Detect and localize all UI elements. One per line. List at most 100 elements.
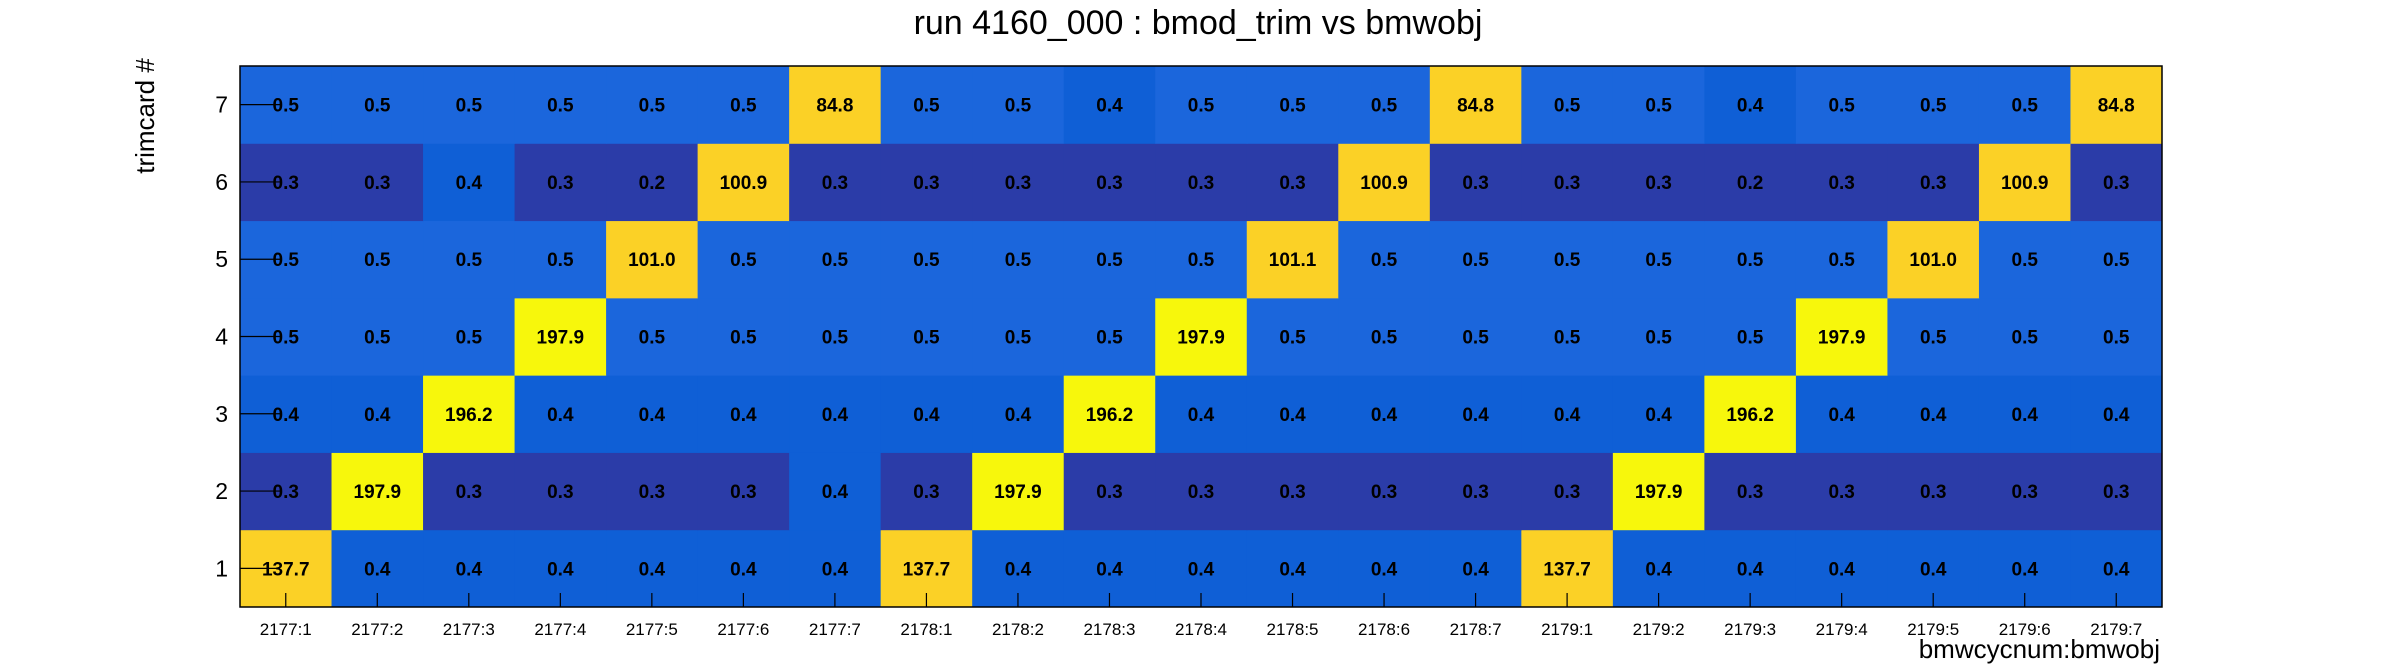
heatmap-cell bbox=[2070, 220, 2163, 299]
x-tick-label: 2177:5 bbox=[626, 620, 678, 639]
heatmap-cell bbox=[1795, 452, 1888, 531]
heatmap-cell bbox=[972, 66, 1065, 144]
heatmap-cell bbox=[1978, 143, 2071, 222]
x-tick-label: 2177:6 bbox=[717, 620, 769, 639]
cell-value-label: 0.4 bbox=[1828, 559, 1855, 580]
cell-value-label: 0.3 bbox=[273, 173, 299, 194]
cell-value-label: 137.7 bbox=[903, 559, 951, 580]
cell-value-label: 0.5 bbox=[1920, 328, 1947, 349]
cell-value-label: 0.2 bbox=[1737, 173, 1763, 194]
heatmap-cell bbox=[1155, 66, 1248, 144]
cell-value-label: 197.9 bbox=[1177, 328, 1225, 349]
x-tick-label: 2179:1 bbox=[1541, 620, 1593, 639]
heatmap-cell bbox=[972, 143, 1065, 222]
cell-value-label: 0.3 bbox=[1188, 173, 1214, 194]
heatmap-cell bbox=[1978, 220, 2071, 299]
heatmap-cell bbox=[1429, 66, 1522, 144]
heatmap-cell bbox=[1429, 143, 1522, 222]
cell-value-label: 0.3 bbox=[639, 482, 665, 503]
cell-value-label: 0.4 bbox=[1737, 96, 1764, 117]
x-tick-label: 2177:1 bbox=[260, 620, 312, 639]
cell-value-label: 0.3 bbox=[1920, 482, 1946, 503]
heatmap-cell bbox=[789, 375, 882, 453]
cell-value-label: 0.4 bbox=[1279, 559, 1306, 580]
heatmap-cell bbox=[1887, 66, 1980, 144]
cell-value-label: 0.5 bbox=[730, 96, 757, 117]
cell-value-label: 0.4 bbox=[1645, 405, 1672, 426]
cell-value-label: 137.7 bbox=[1543, 559, 1591, 580]
cell-value-label: 0.3 bbox=[1096, 482, 1122, 503]
heatmap-cell bbox=[2070, 66, 2163, 144]
x-tick-label: 2179:5 bbox=[1907, 620, 1959, 639]
cell-value-label: 0.4 bbox=[364, 405, 391, 426]
heatmap-cell bbox=[1246, 297, 1339, 376]
cell-value-label: 0.5 bbox=[1005, 250, 1032, 271]
x-axis-title: bmwcycnum:bmwobj bbox=[1919, 634, 2160, 664]
cell-value-label: 0.3 bbox=[1279, 173, 1305, 194]
cell-value-label: 0.4 bbox=[2103, 559, 2130, 580]
cell-value-label: 0.5 bbox=[1096, 250, 1123, 271]
cell-value-label: 0.4 bbox=[913, 405, 940, 426]
cell-value-label: 0.3 bbox=[1096, 173, 1122, 194]
axes: 2177:1 2177:2 2177:3 2177:4 2177:5 2177:6 2177… bbox=[215, 65, 2163, 639]
cell-value-label: 0.5 bbox=[2012, 96, 2039, 117]
x-tick-label: 2179:7 bbox=[2090, 620, 2142, 639]
heatmap-cell bbox=[514, 143, 607, 222]
x-tick-label: 2177:7 bbox=[809, 620, 861, 639]
cell-value-label: 0.4 bbox=[1005, 405, 1032, 426]
cell-value-label: 0.5 bbox=[364, 96, 391, 117]
heatmap-cell bbox=[697, 66, 790, 144]
heatmap-cell bbox=[1795, 66, 1888, 144]
x-tick-label: 2179:4 bbox=[1816, 620, 1868, 639]
heatmap-cell bbox=[1887, 297, 1980, 376]
heatmap-cell bbox=[880, 375, 973, 453]
heatmap-cell bbox=[423, 297, 516, 376]
heatmap-cell bbox=[2070, 452, 2163, 531]
cell-value-label: 0.3 bbox=[1828, 482, 1854, 503]
cell-value-label: 0.5 bbox=[822, 250, 849, 271]
heatmap-cell bbox=[514, 220, 607, 299]
heatmap-cell bbox=[1612, 297, 1705, 376]
heatmap-cell bbox=[789, 220, 882, 299]
heatmap-cell bbox=[880, 297, 973, 376]
cell-value-label: 0.4 bbox=[2103, 405, 2130, 426]
heatmap-cell bbox=[972, 375, 1065, 453]
cell-value-label: 0.5 bbox=[456, 328, 483, 349]
heatmap-cell bbox=[1795, 297, 1888, 376]
cell-value-label: 84.8 bbox=[1457, 96, 1494, 117]
heatmap-cell bbox=[1521, 143, 1614, 222]
x-tick-label: 2178:1 bbox=[900, 620, 952, 639]
cell-value-label: 0.4 bbox=[730, 559, 757, 580]
heatmap-cell bbox=[1612, 66, 1705, 144]
cell-value-label: 0.3 bbox=[1554, 482, 1580, 503]
x-tick-label: 2178:5 bbox=[1267, 620, 1319, 639]
heatmap-cell bbox=[697, 375, 790, 453]
cell-value-label: 0.3 bbox=[1462, 173, 1488, 194]
cell-value-label: 0.4 bbox=[1371, 405, 1398, 426]
cell-value-label: 0.4 bbox=[1462, 559, 1489, 580]
x-tick-label: 2179:3 bbox=[1724, 620, 1776, 639]
cell-value-label: 0.4 bbox=[822, 482, 849, 503]
x-tick-label: 2178:2 bbox=[992, 620, 1044, 639]
cell-value-label: 0.3 bbox=[2103, 173, 2129, 194]
cell-value-label: 0.5 bbox=[730, 250, 757, 271]
cell-value-label: 0.4 bbox=[1188, 559, 1215, 580]
x-tick-label: 2178:6 bbox=[1358, 620, 1410, 639]
heatmap-cell bbox=[423, 375, 516, 453]
heatmap-cell bbox=[1887, 143, 1980, 222]
heatmap-cell bbox=[514, 375, 607, 453]
cell-value-label: 137.7 bbox=[262, 559, 310, 580]
cell-value-label: 0.5 bbox=[1645, 328, 1672, 349]
cell-value-label: 0.4 bbox=[2012, 405, 2039, 426]
x-tick-label: 2177:4 bbox=[534, 620, 586, 639]
x-tick-label: 2177:3 bbox=[443, 620, 495, 639]
cell-value-label: 84.8 bbox=[816, 96, 853, 117]
cell-value-label: 0.3 bbox=[273, 482, 299, 503]
y-tick-label: 3 bbox=[215, 401, 228, 427]
cell-value-label: 101.0 bbox=[628, 250, 676, 271]
y-tick-label: 1 bbox=[215, 555, 228, 581]
cell-value-label: 0.4 bbox=[364, 559, 391, 580]
cell-value-label: 0.5 bbox=[1828, 96, 1855, 117]
cell-value-label: 0.5 bbox=[1645, 96, 1672, 117]
heatmap-cell bbox=[880, 452, 973, 531]
